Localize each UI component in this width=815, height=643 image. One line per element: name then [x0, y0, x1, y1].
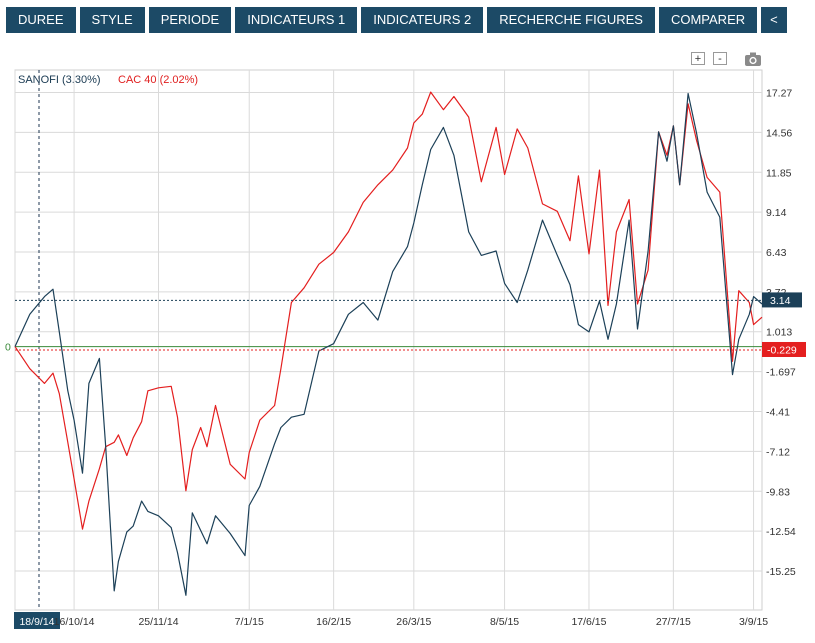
cac40-last-value-tag	[762, 341, 806, 357]
y-tick-label: -1.697	[766, 367, 796, 379]
zero-label: 0	[5, 342, 11, 354]
camera-icon[interactable]	[744, 51, 762, 67]
series-line-sanofi	[14, 92, 763, 596]
y-tick-label: 9.14	[766, 207, 787, 219]
sanofi-last-value-label: 3.14	[770, 295, 791, 307]
x-tick-label: 27/7/15	[656, 616, 691, 628]
x-tick-label: 8/5/15	[490, 616, 519, 628]
x-tick-label: 18/9/14	[19, 616, 54, 628]
x-tick-label: 25/11/14	[138, 616, 178, 628]
duree-button[interactable]: DUREE	[6, 7, 76, 33]
sanofi-last-value-tag	[762, 292, 802, 308]
series-line-cac40	[14, 91, 763, 530]
periode-button[interactable]: PERIODE	[148, 7, 232, 33]
y-tick-label: 11.85	[766, 167, 792, 179]
y-tick-label: -15.25	[766, 566, 796, 578]
y-tick-label: 14.56	[766, 127, 792, 139]
collapse-button[interactable]: <	[761, 7, 787, 33]
x-tick-label: 16/10/14	[54, 616, 95, 628]
indicateurs-2-button[interactable]: INDICATEURS 2	[361, 7, 484, 33]
y-tick-label: -4.41	[766, 407, 790, 419]
y-tick-label: -7.12	[766, 446, 790, 458]
y-tick-label: 17.27	[766, 88, 792, 100]
comparer-button[interactable]: COMPARER	[658, 7, 758, 33]
x-tick-label: 16/2/15	[316, 616, 351, 628]
zoom-in-button[interactable]: +	[691, 52, 705, 65]
x-tick-label: 26/3/15	[396, 616, 431, 628]
style-button[interactable]: STYLE	[79, 7, 145, 33]
cac40-last-value-label: -0.229	[767, 344, 797, 356]
y-tick-label: 1.013	[766, 327, 792, 339]
indicateurs-1-button[interactable]: INDICATEURS 1	[235, 7, 358, 33]
y-tick-label: -12.54	[766, 526, 796, 538]
toolbar: DUREE STYLE PERIODE INDICATEURS 1 INDICA…	[6, 7, 791, 33]
y-tick-label: 6.43	[766, 247, 787, 259]
x-tick-highlight	[14, 612, 60, 629]
zoom-out-button[interactable]: -	[713, 52, 727, 65]
plot-frame	[14, 69, 763, 611]
x-tick-label: 3/9/15	[739, 616, 768, 628]
x-tick-label: 17/6/15	[571, 616, 606, 628]
y-tick-label: -9.83	[766, 486, 790, 498]
x-tick-label: 7/1/15	[235, 616, 264, 628]
recherche-figures-button[interactable]: RECHERCHE FIGURES	[487, 7, 655, 33]
